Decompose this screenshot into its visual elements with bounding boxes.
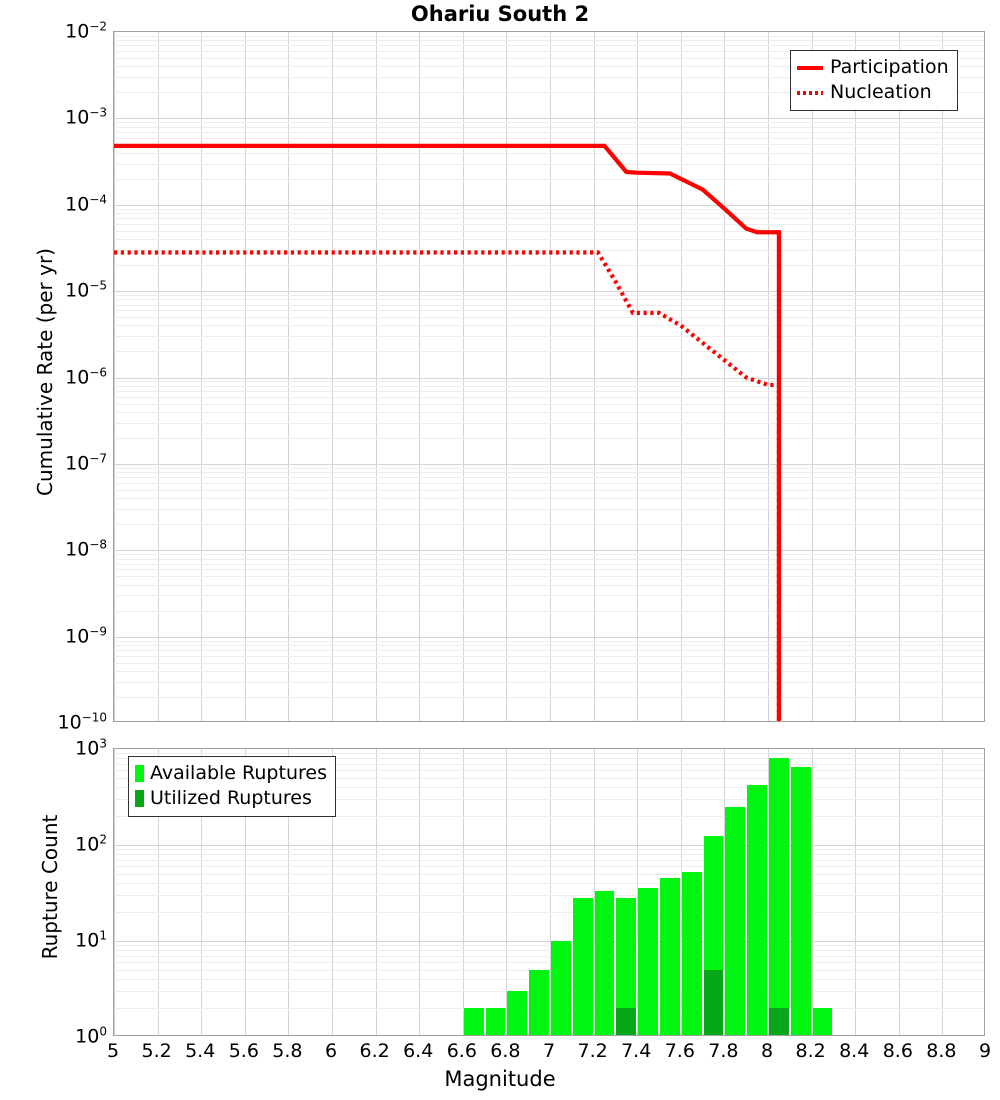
y-tick-label: 103 <box>0 736 107 759</box>
gridline-horizontal <box>114 895 984 896</box>
solid-line-icon <box>797 66 823 70</box>
gridline-horizontal <box>114 866 984 867</box>
histogram-bar <box>725 807 745 1036</box>
x-tick-label: 5.6 <box>229 1040 259 1062</box>
y-tick-label: 10−10 <box>0 710 107 733</box>
histogram-bar <box>551 941 571 1036</box>
gridline-horizontal <box>114 950 984 951</box>
gridline-horizontal <box>114 860 984 861</box>
dotted-line-icon <box>797 91 823 95</box>
x-tick-label: 6 <box>325 1040 337 1062</box>
x-tick-label: 7.6 <box>665 1040 695 1062</box>
chart-title: Ohariu South 2 <box>0 2 1000 26</box>
gridline-horizontal <box>114 753 984 754</box>
x-tick-label: 7 <box>543 1040 555 1062</box>
histogram-bar <box>813 1008 833 1036</box>
histogram-bar <box>791 767 811 1036</box>
histogram-bar <box>747 785 767 1036</box>
histogram-bar <box>660 878 680 1036</box>
gridline-horizontal <box>114 845 984 846</box>
x-tick-label: 8.4 <box>839 1040 869 1062</box>
x-tick-label: 9 <box>979 1040 991 1062</box>
gridline-horizontal <box>114 991 984 992</box>
legend-item-available: Available Ruptures <box>135 761 327 786</box>
gridline-horizontal <box>114 883 984 884</box>
gridline-horizontal <box>114 849 984 850</box>
gridline-horizontal <box>114 874 984 875</box>
y-tick-label: 100 <box>0 1024 107 1047</box>
x-tick-label: 6.2 <box>359 1040 389 1062</box>
histogram-bar <box>507 991 527 1036</box>
available-swatch-icon <box>135 765 144 782</box>
gridline-horizontal <box>114 970 984 971</box>
legend-label-nucleation: Nucleation <box>830 80 932 105</box>
x-tick-label: 8.2 <box>795 1040 825 1062</box>
x-tick-label: 6.6 <box>447 1040 477 1062</box>
x-tick-label: 8.8 <box>926 1040 956 1062</box>
gridline-horizontal <box>114 962 984 963</box>
curve-nucleation <box>114 253 779 723</box>
gridline-horizontal <box>114 979 984 980</box>
utilized-segment <box>769 1008 789 1036</box>
legend-item-participation: Participation <box>797 55 949 80</box>
x-tick-label: 5.4 <box>185 1040 215 1062</box>
gridline-horizontal <box>114 941 984 942</box>
histogram-bar <box>464 1008 484 1036</box>
y-tick-label: 10−2 <box>0 19 107 42</box>
legend-item-utilized: Utilized Ruptures <box>135 786 327 811</box>
utilized-segment <box>616 1008 636 1036</box>
x-tick-label: 5.8 <box>272 1040 302 1062</box>
x-axis-label: Magnitude <box>0 1067 1000 1091</box>
x-tick-label: 7.2 <box>577 1040 607 1062</box>
utilized-segment <box>704 970 724 1036</box>
legend-label-available: Available Ruptures <box>150 761 327 786</box>
legend-label-utilized: Utilized Ruptures <box>150 786 312 811</box>
bottom-y-axis-label: Rupture Count <box>38 777 62 997</box>
rate-curves <box>114 32 985 722</box>
x-tick-label: 7.8 <box>708 1040 738 1062</box>
x-tick-label: 6.4 <box>403 1040 433 1062</box>
top-y-axis-label: Cumulative Rate (per yr) <box>33 202 57 542</box>
legend-label-participation: Participation <box>830 55 949 80</box>
x-tick-label: 8.6 <box>883 1040 913 1062</box>
x-tick-label: 8 <box>761 1040 773 1062</box>
figure-root: Ohariu South 2 10−210−310−410−510−610−71… <box>0 0 1000 1100</box>
x-tick-label: 5 <box>107 1040 119 1062</box>
histogram-bar <box>529 970 549 1036</box>
gridline-horizontal <box>114 945 984 946</box>
histogram-bar <box>573 898 593 1036</box>
bottom-legend: Available Ruptures Utilized Ruptures <box>128 756 336 817</box>
gridline-horizontal <box>114 956 984 957</box>
curve-participation <box>114 146 779 722</box>
histogram-bar <box>769 758 789 1036</box>
histogram-bar <box>595 891 615 1036</box>
gridline-horizontal <box>114 912 984 913</box>
gridline-horizontal <box>114 854 984 855</box>
y-tick-label: 10−9 <box>0 624 107 647</box>
x-tick-label: 6.8 <box>490 1040 520 1062</box>
histogram-bar <box>486 1008 506 1036</box>
x-tick-label: 7.4 <box>621 1040 651 1062</box>
legend-item-nucleation: Nucleation <box>797 80 949 105</box>
histogram-bar <box>616 898 636 1036</box>
top-legend: Participation Nucleation <box>790 50 958 111</box>
histogram-bar <box>682 872 702 1036</box>
y-tick-label: 10−3 <box>0 106 107 129</box>
cumulative-rate-plot <box>113 31 985 722</box>
histogram-bar <box>704 836 724 1036</box>
utilized-swatch-icon <box>135 790 144 807</box>
x-tick-label: 5.2 <box>141 1040 171 1062</box>
gridline-horizontal <box>114 1008 984 1009</box>
histogram-bar <box>638 888 658 1036</box>
